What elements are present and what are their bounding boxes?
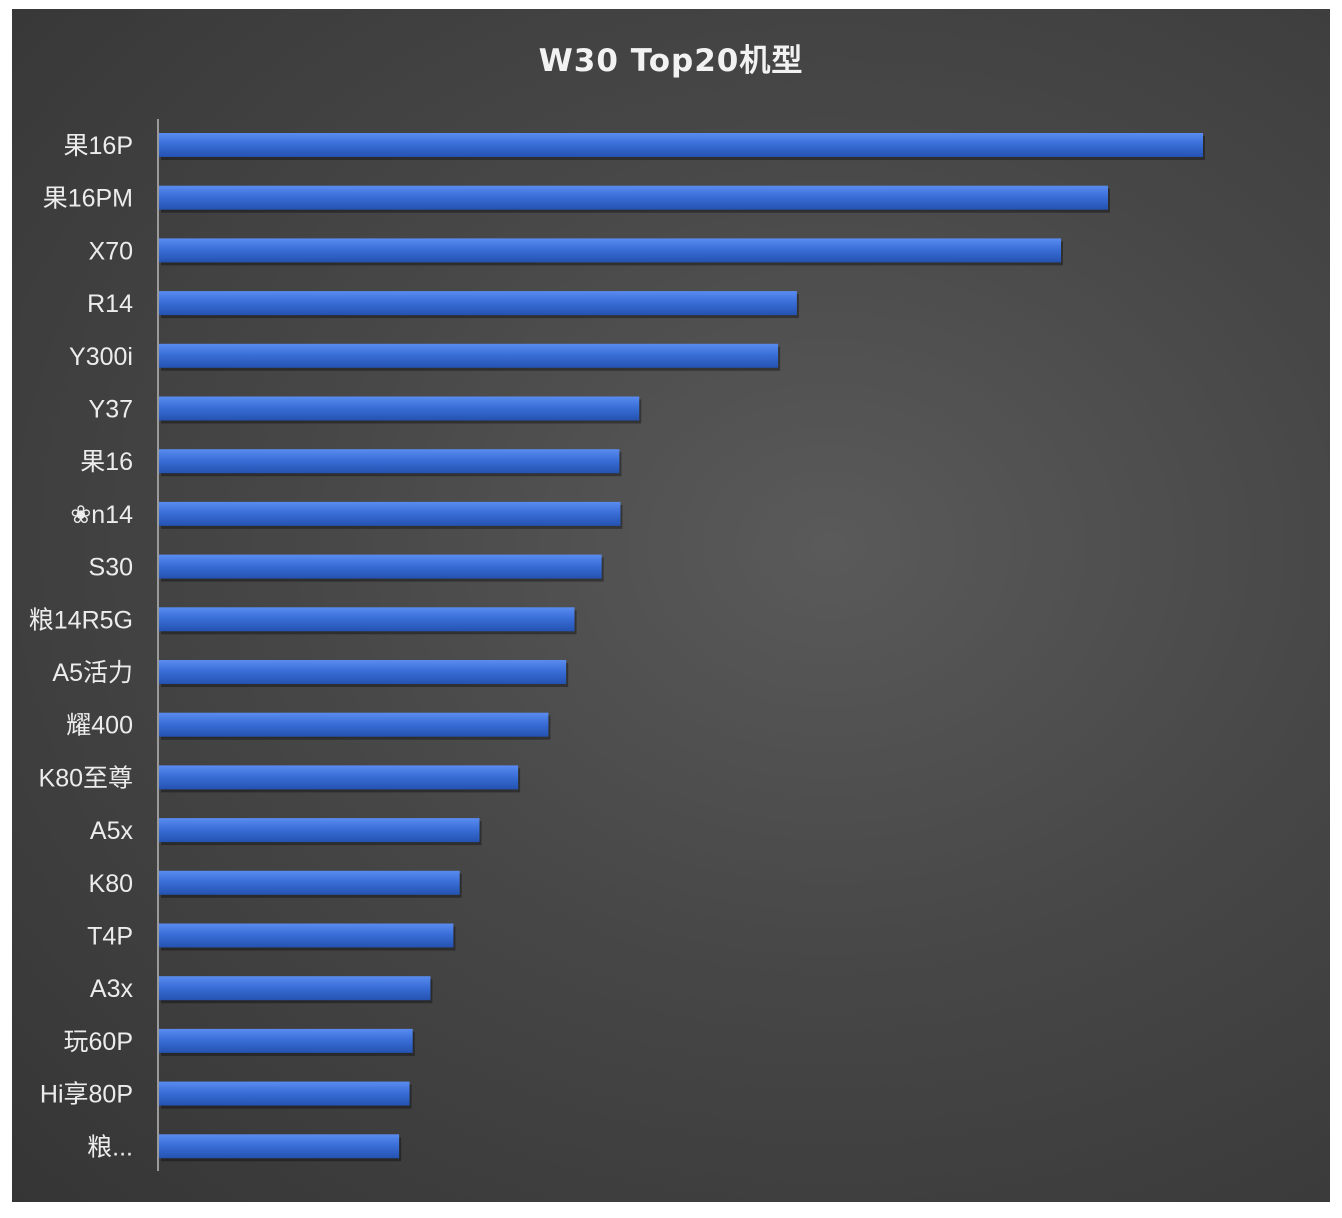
category-label: Y300i bbox=[69, 343, 133, 371]
bar bbox=[159, 501, 621, 526]
bar bbox=[159, 923, 454, 948]
category-label: Hi享80P bbox=[40, 1081, 133, 1109]
category-label: T4P bbox=[87, 923, 133, 951]
category-label: X70 bbox=[89, 237, 133, 265]
bar bbox=[159, 554, 602, 579]
bar bbox=[159, 449, 620, 474]
category-label: 粮14R5G bbox=[29, 606, 133, 634]
bar bbox=[159, 765, 519, 790]
bar bbox=[159, 1134, 400, 1159]
bar bbox=[159, 660, 567, 684]
category-label: 果16 bbox=[80, 448, 133, 476]
category-label: 粮... bbox=[87, 1133, 133, 1161]
category-label: 果16PM bbox=[43, 185, 133, 213]
bar bbox=[159, 976, 431, 1001]
category-label: 玩60P bbox=[64, 1028, 133, 1056]
category-label: S30 bbox=[89, 554, 133, 582]
bar bbox=[159, 185, 1108, 210]
category-label: K80至尊 bbox=[39, 764, 133, 792]
category-label: A3x bbox=[90, 975, 134, 1003]
bar bbox=[159, 396, 640, 421]
category-label: 果16P bbox=[64, 132, 133, 160]
bar bbox=[159, 712, 549, 737]
category-label: A5活力 bbox=[52, 659, 133, 687]
bar bbox=[159, 133, 1203, 157]
bar-chart: 果16P 果16PM X70 R14 Y300i Y37 果16 ❀n14 S30 粮14R5G A… bbox=[29, 119, 1205, 1171]
bar bbox=[159, 870, 460, 895]
category-label: A5x bbox=[90, 817, 134, 845]
bar bbox=[159, 1081, 410, 1106]
chart-title: W30 Top20机型 bbox=[538, 43, 804, 79]
category-label: Y37 bbox=[89, 396, 133, 424]
bar bbox=[159, 343, 779, 368]
bar bbox=[159, 291, 797, 316]
bars-group bbox=[159, 133, 1205, 1162]
category-label: 耀400 bbox=[66, 712, 133, 740]
category-label: R14 bbox=[87, 290, 133, 318]
bar bbox=[159, 607, 575, 632]
category-label: ❀n14 bbox=[70, 501, 133, 529]
category-label: K80 bbox=[89, 870, 133, 898]
chart-panel: W30 Top20机型 果16P 果16PM X70 R14 Y300i Y37 果16 ❀n… bbox=[12, 9, 1330, 1202]
bar bbox=[159, 818, 480, 843]
bar bbox=[159, 1028, 413, 1053]
bar bbox=[159, 238, 1062, 263]
category-labels-group: 果16P 果16PM X70 R14 Y300i Y37 果16 ❀n14 S30 粮14R5G A… bbox=[29, 132, 134, 1161]
